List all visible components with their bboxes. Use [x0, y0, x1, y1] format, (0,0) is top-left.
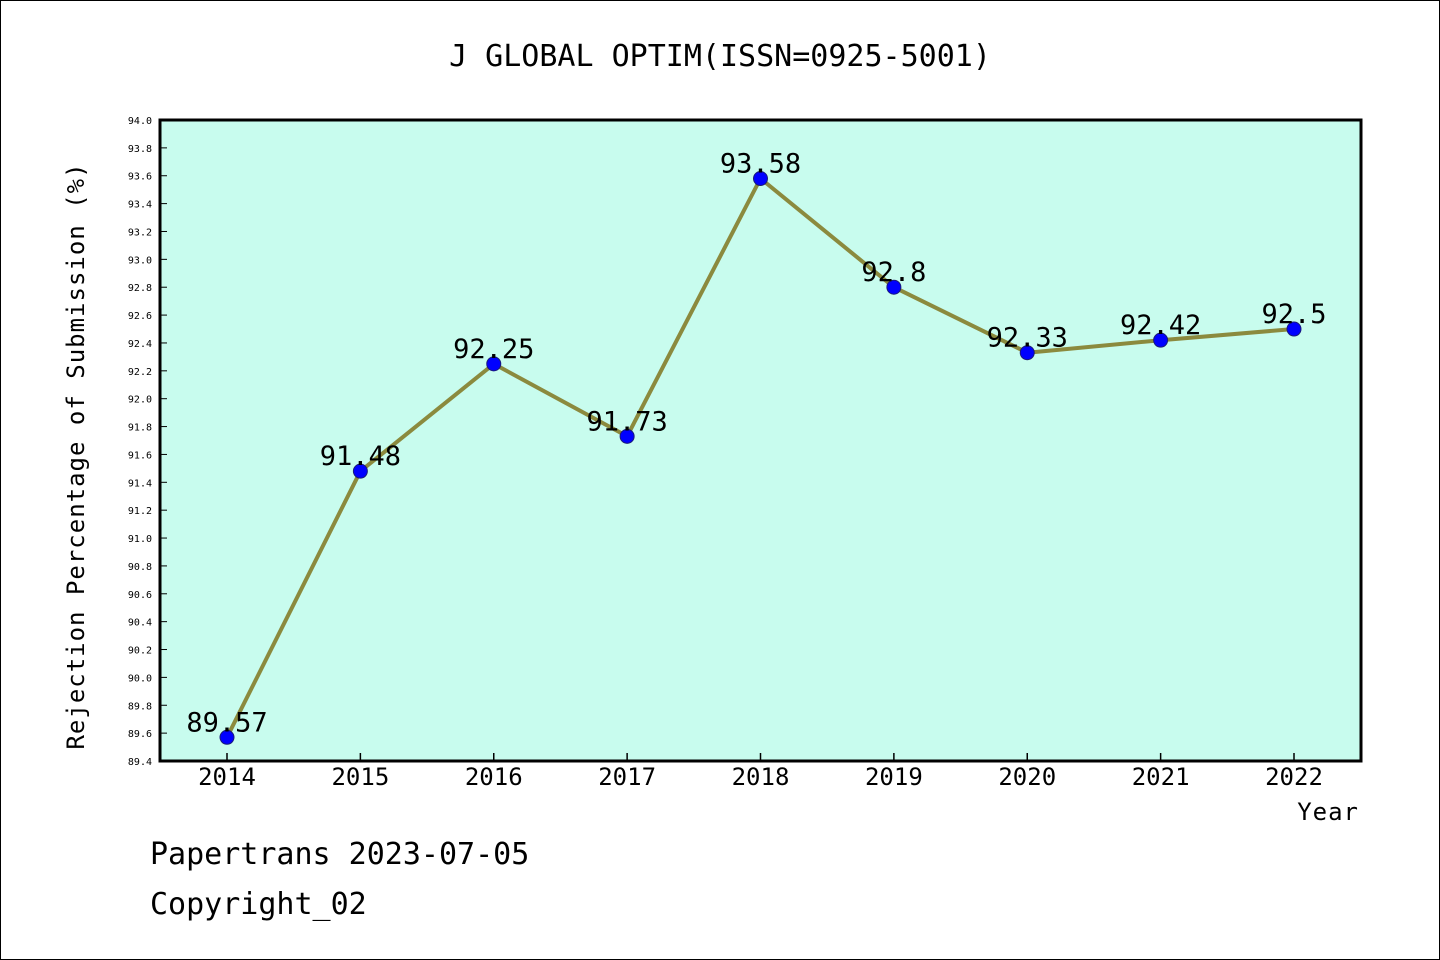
footer-date: Papertrans 2023-07-05 — [150, 837, 529, 872]
y-tick-label: 94.0 — [128, 116, 152, 127]
x-tick-label: 2020 — [998, 763, 1056, 791]
y-tick-label: 93.2 — [128, 227, 152, 238]
y-tick-label: 92.6 — [128, 311, 152, 322]
data-label: 93.58 — [720, 149, 801, 180]
y-tick-label: 91.2 — [128, 506, 152, 517]
data-point — [486, 356, 502, 372]
data-point — [1153, 332, 1169, 348]
y-tick-label: 89.8 — [128, 701, 152, 712]
y-tick-label: 93.4 — [128, 200, 152, 211]
y-axis-label: Rejection Percentage of Submission (%) — [62, 162, 90, 749]
plot-area — [158, 118, 1363, 763]
y-tick-label: 93.6 — [128, 172, 152, 183]
y-tick-label: 91.0 — [128, 534, 152, 545]
x-axis: 2014 2015 2016 2017 2018 2019 2020 2021 2022 — [198, 753, 1323, 791]
x-axis-label: Year — [1297, 798, 1359, 826]
x-tick-label: 2021 — [1132, 763, 1190, 791]
y-tick-label: 90.8 — [128, 562, 152, 573]
y-tick-label: 89.6 — [128, 729, 152, 740]
data-label: 89.57 — [186, 707, 267, 738]
chart-title: J GLOBAL OPTIM(ISSN=0925-5001) — [449, 39, 991, 74]
data-point — [1019, 345, 1035, 361]
series-markers — [219, 171, 1302, 745]
y-tick-label: 92.4 — [128, 339, 152, 350]
data-label: 91.48 — [320, 441, 401, 472]
data-label: 91.73 — [586, 406, 667, 437]
x-tick-label: 2014 — [198, 763, 256, 791]
x-tick-label: 2019 — [865, 763, 923, 791]
y-tick-label: 92.2 — [128, 367, 152, 378]
data-label: 92.8 — [861, 257, 926, 288]
y-tick-label: 90.0 — [128, 673, 152, 684]
x-tick-label: 2017 — [598, 763, 656, 791]
y-tick-label: 92.0 — [128, 395, 152, 406]
data-point — [1286, 321, 1302, 337]
data-label: 92.25 — [453, 334, 534, 365]
data-label: 92.5 — [1261, 299, 1326, 330]
x-tick-label: 2015 — [331, 763, 389, 791]
data-point — [886, 279, 902, 295]
footer-copyright: Copyright_02 — [150, 887, 367, 922]
y-tick-label: 90.4 — [128, 618, 152, 629]
data-point — [753, 171, 768, 187]
x-tick-label: 2018 — [732, 763, 790, 791]
y-tick-label: 89.4 — [128, 757, 152, 768]
data-label: 92.42 — [1120, 310, 1201, 341]
y-tick-label: 90.2 — [128, 646, 152, 657]
data-point — [219, 729, 235, 745]
data-label: 92.33 — [987, 323, 1068, 354]
x-tick-label: 2016 — [465, 763, 523, 791]
y-tick-label: 91.8 — [128, 423, 152, 434]
x-tick-label: 2022 — [1265, 763, 1323, 791]
data-point — [352, 463, 368, 479]
y-tick-label: 91.4 — [128, 478, 152, 489]
y-tick-label: 90.6 — [128, 590, 152, 601]
y-tick-label: 92.8 — [128, 283, 152, 294]
y-tick-label: 91.6 — [128, 450, 152, 461]
data-point — [619, 428, 635, 444]
y-tick-label: 93.0 — [128, 255, 152, 266]
y-axis: 89.4 89.6 89.8 90.0 90.2 90.4 90.6 90.8 91.0 91.2… — [128, 116, 167, 768]
data-labels: 89.57 91.48 92.25 91.73 93.58 92.8 92.33 92.42 9… — [186, 149, 1326, 739]
y-tick-label: 93.8 — [128, 144, 152, 155]
